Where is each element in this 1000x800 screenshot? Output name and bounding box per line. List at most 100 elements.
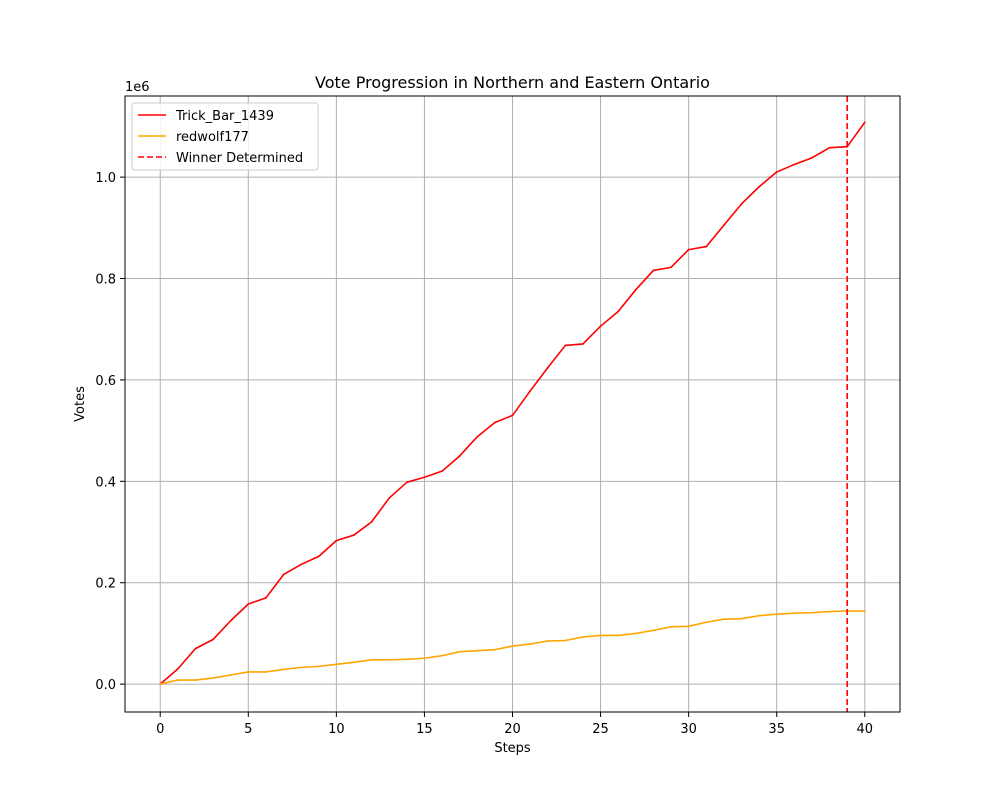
data-point [582, 343, 584, 345]
x-tick-label: 25 [592, 722, 609, 737]
data-point [775, 613, 778, 616]
data-point [811, 611, 813, 614]
data-point [229, 674, 232, 676]
y-tick-label: 0.4 [95, 475, 116, 490]
data-point [247, 603, 250, 605]
legend-items: Trick_Bar_1439 redwolf177 Winner Determine… [138, 109, 303, 166]
legend: Trick_Bar_1439 redwolf177 Winner Determine… [131, 102, 319, 171]
data-point [722, 618, 725, 621]
data-point [353, 661, 355, 664]
data-point [670, 625, 672, 628]
x-tick-label: 5 [244, 722, 252, 737]
data-point [863, 121, 866, 124]
data-point [564, 639, 567, 642]
data-point [493, 421, 496, 424]
data-point [229, 619, 232, 622]
data-point [652, 269, 655, 272]
data-point [617, 634, 620, 637]
data-point [247, 671, 250, 673]
data-point [634, 632, 637, 635]
data-point [476, 435, 479, 438]
data-point [529, 390, 532, 392]
x-tick-label: 20 [504, 722, 521, 737]
data-point [300, 563, 303, 566]
y-tick-label: 0.2 [95, 577, 116, 592]
data-point [687, 248, 690, 251]
legend-label: redwolf177 [176, 130, 249, 145]
data-point [652, 629, 655, 632]
y-axis-label: Votes [73, 386, 88, 422]
data-point [265, 597, 267, 599]
data-point [458, 650, 461, 653]
data-point [564, 344, 567, 347]
data-point [811, 156, 813, 159]
data-point [758, 185, 760, 188]
data-point [282, 573, 285, 576]
x-axis-ticks: 0 5 10 15 20 25 30 35 40 [156, 712, 873, 737]
data-point [212, 638, 214, 641]
x-tick-label: 0 [156, 722, 164, 737]
data-point [670, 266, 672, 269]
x-tick-label: 15 [416, 722, 433, 737]
y-axis-ticks: 0.0 0.2 0.4 0.6 0.8 1.0 [95, 171, 125, 693]
y-tick-label: 0.8 [95, 273, 116, 288]
data-point [546, 640, 549, 642]
data-point [634, 288, 637, 291]
legend-label: Trick_Bar_1439 [175, 109, 274, 124]
data-point [300, 666, 303, 669]
data-point [441, 654, 443, 657]
data-point [370, 520, 373, 523]
data-point [476, 649, 479, 652]
data-point [705, 621, 708, 624]
data-point [405, 481, 408, 484]
data-point [370, 658, 373, 661]
data-point [353, 534, 355, 536]
data-point [194, 647, 197, 650]
data-point [282, 668, 285, 671]
data-point [212, 677, 214, 679]
grid-lines [125, 96, 900, 712]
data-point [335, 539, 338, 542]
x-tick-label: 30 [680, 722, 697, 737]
data-point [599, 634, 602, 637]
data-point [740, 617, 743, 620]
y-tick-label: 0.0 [95, 678, 116, 693]
data-point [705, 245, 708, 248]
data-point [582, 636, 584, 638]
y-offset-label: 1e6 [125, 80, 150, 95]
data-point [511, 414, 514, 417]
data-point [405, 658, 408, 661]
x-axis-label: Steps [494, 741, 531, 756]
data-point [828, 610, 831, 613]
data-point [388, 497, 391, 499]
data-point [159, 683, 162, 686]
data-point [458, 455, 461, 457]
legend-box [131, 102, 319, 171]
data-point [335, 663, 338, 666]
data-point [546, 366, 549, 369]
data-point [863, 610, 866, 613]
data-point [317, 665, 320, 668]
data-point [493, 648, 496, 651]
data-point [423, 657, 426, 660]
data-point [617, 310, 620, 313]
data-point [176, 668, 179, 670]
y-tick-label: 0.6 [95, 374, 116, 389]
legend-label: Winner Determined [176, 151, 303, 166]
data-point [441, 470, 443, 473]
data-point [511, 645, 514, 647]
data-point [828, 146, 831, 149]
data-point [317, 555, 320, 558]
data-point [388, 658, 391, 661]
x-tick-label: 35 [768, 722, 785, 737]
data-point [423, 476, 426, 479]
data-point [194, 679, 197, 681]
data-point [687, 625, 690, 628]
data-point [176, 679, 179, 681]
data-point [265, 671, 267, 673]
x-tick-label: 10 [328, 722, 345, 737]
data-point [758, 614, 760, 617]
chart-title: Vote Progression in Northern and Eastern… [315, 73, 710, 92]
data-point [740, 203, 743, 205]
